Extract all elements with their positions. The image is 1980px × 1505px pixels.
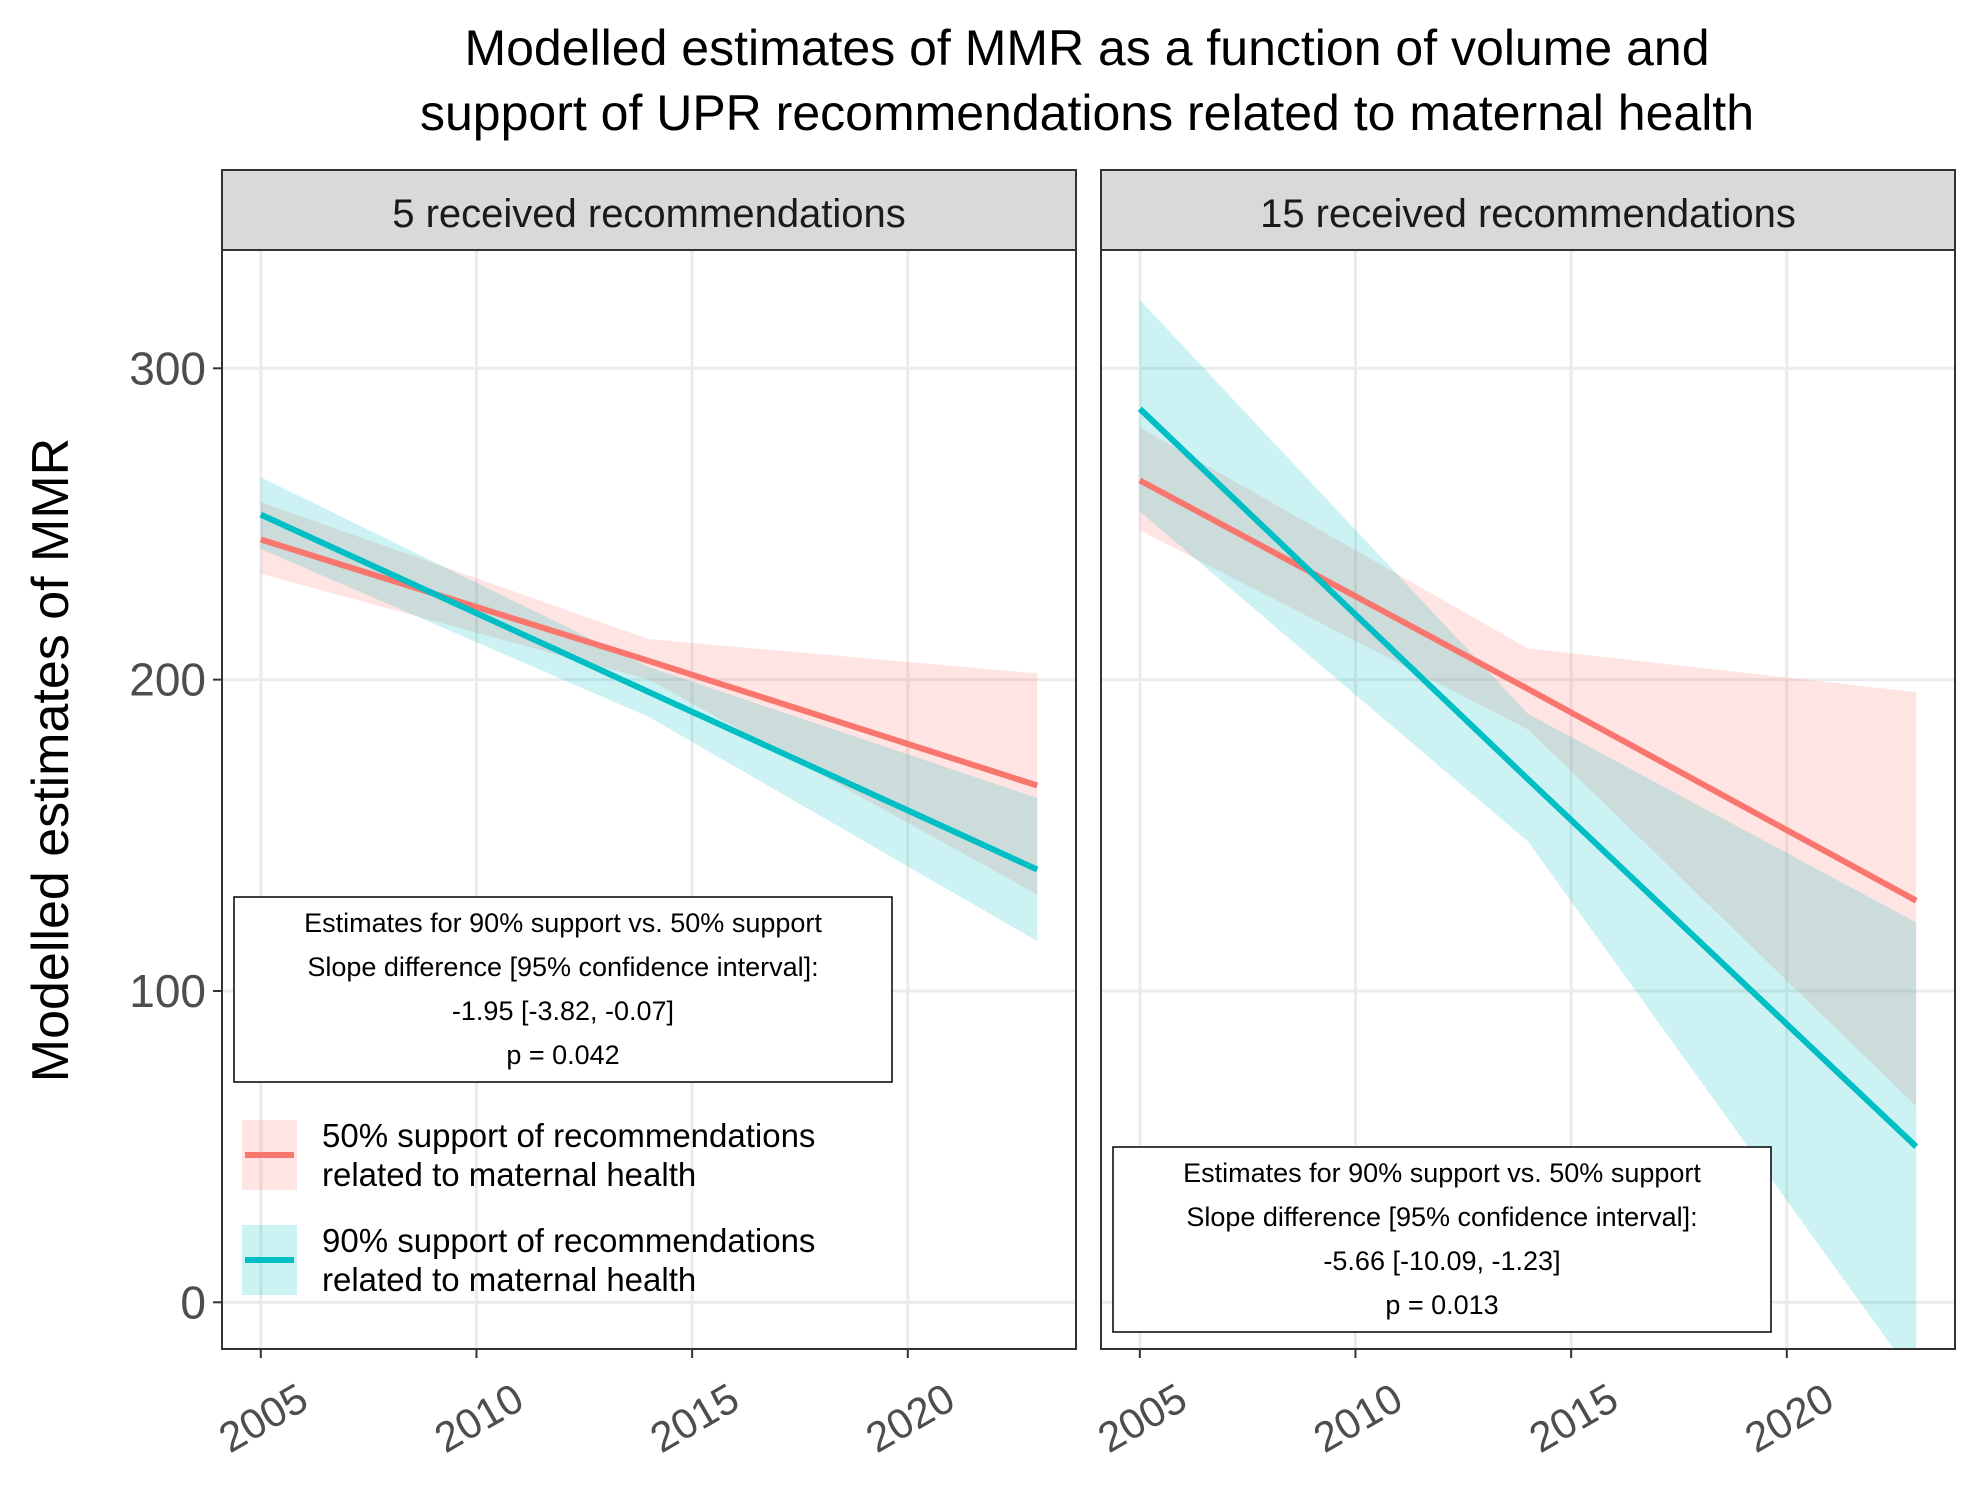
y-tick-label: 100 [129, 965, 206, 1017]
y-axis-label: Modelled estimates of MMR [22, 438, 80, 1082]
annotation-line: Estimates for 90% support vs. 50% suppor… [1183, 1158, 1701, 1188]
annotation-box [1112, 1146, 1772, 1333]
annotation-line: Estimates for 90% support vs. 50% suppor… [304, 908, 822, 938]
x-tick-label: 2005 [1090, 1374, 1194, 1461]
facet-strip [221, 169, 1077, 251]
series-line-50 [259, 536, 1039, 789]
slope-annotation: Estimates for 90% support vs. 50% suppor… [1112, 1146, 1772, 1333]
x-tick-label: 2015 [1521, 1374, 1625, 1461]
annotation-line: p = 0.013 [1385, 1290, 1498, 1320]
data-layer [1137, 299, 1919, 1349]
y-tick-label: 200 [129, 654, 206, 706]
panel-2: 15 received recommendations 2005 2010 2015 2… [1090, 169, 1956, 1462]
annotation-line: Slope difference [95% confidence interva… [307, 952, 818, 982]
annotation-line: -1.95 [-3.82, -0.07] [452, 996, 674, 1026]
chart-title-line-2: support of UPR recommendations related t… [420, 85, 1754, 141]
annotation-box [233, 896, 893, 1083]
panel-border [1100, 249, 1956, 1350]
y-tick-label: 300 [129, 342, 206, 394]
series-line-90 [1137, 406, 1919, 1149]
facet-strip-label: 15 received recommendations [1260, 192, 1796, 236]
panel-border [221, 249, 1077, 1350]
chart-title-line-1: Modelled estimates of MMR as a function … [464, 20, 1709, 76]
legend-label: 90% support of recommendations [322, 1222, 815, 1259]
x-tick-label: 2020 [1737, 1374, 1841, 1461]
x-tick-label: 2005 [211, 1374, 315, 1461]
x-tick-label: 2015 [642, 1374, 746, 1461]
legend-label: related to maternal health [322, 1156, 696, 1193]
facet-strip-label: 5 received recommendations [392, 192, 906, 236]
slope-annotation: Estimates for 90% support vs. 50% suppor… [233, 896, 893, 1083]
x-tick-label: 2010 [427, 1374, 531, 1461]
panel-1: 5 received recommendations 2005 2010 2015 20… [129, 169, 1077, 1462]
y-tick-label: 0 [180, 1276, 206, 1328]
data-layer [259, 477, 1039, 942]
legend-label: related to maternal health [322, 1261, 696, 1298]
legend-label: 50% support of recommendations [322, 1117, 815, 1154]
facet-strip [1100, 169, 1956, 251]
annotation-line: Slope difference [95% confidence interva… [1186, 1202, 1697, 1232]
annotation-line: -5.66 [-10.09, -1.23] [1323, 1246, 1560, 1276]
series-line-90 [259, 511, 1039, 873]
annotation-line: p = 0.042 [506, 1040, 619, 1070]
series-line-50 [1138, 477, 1918, 904]
confidence-band-90 [260, 477, 1038, 942]
x-tick-label: 2020 [858, 1374, 962, 1461]
confidence-band-90 [1139, 299, 1917, 1349]
x-tick-label: 2010 [1306, 1374, 1410, 1461]
